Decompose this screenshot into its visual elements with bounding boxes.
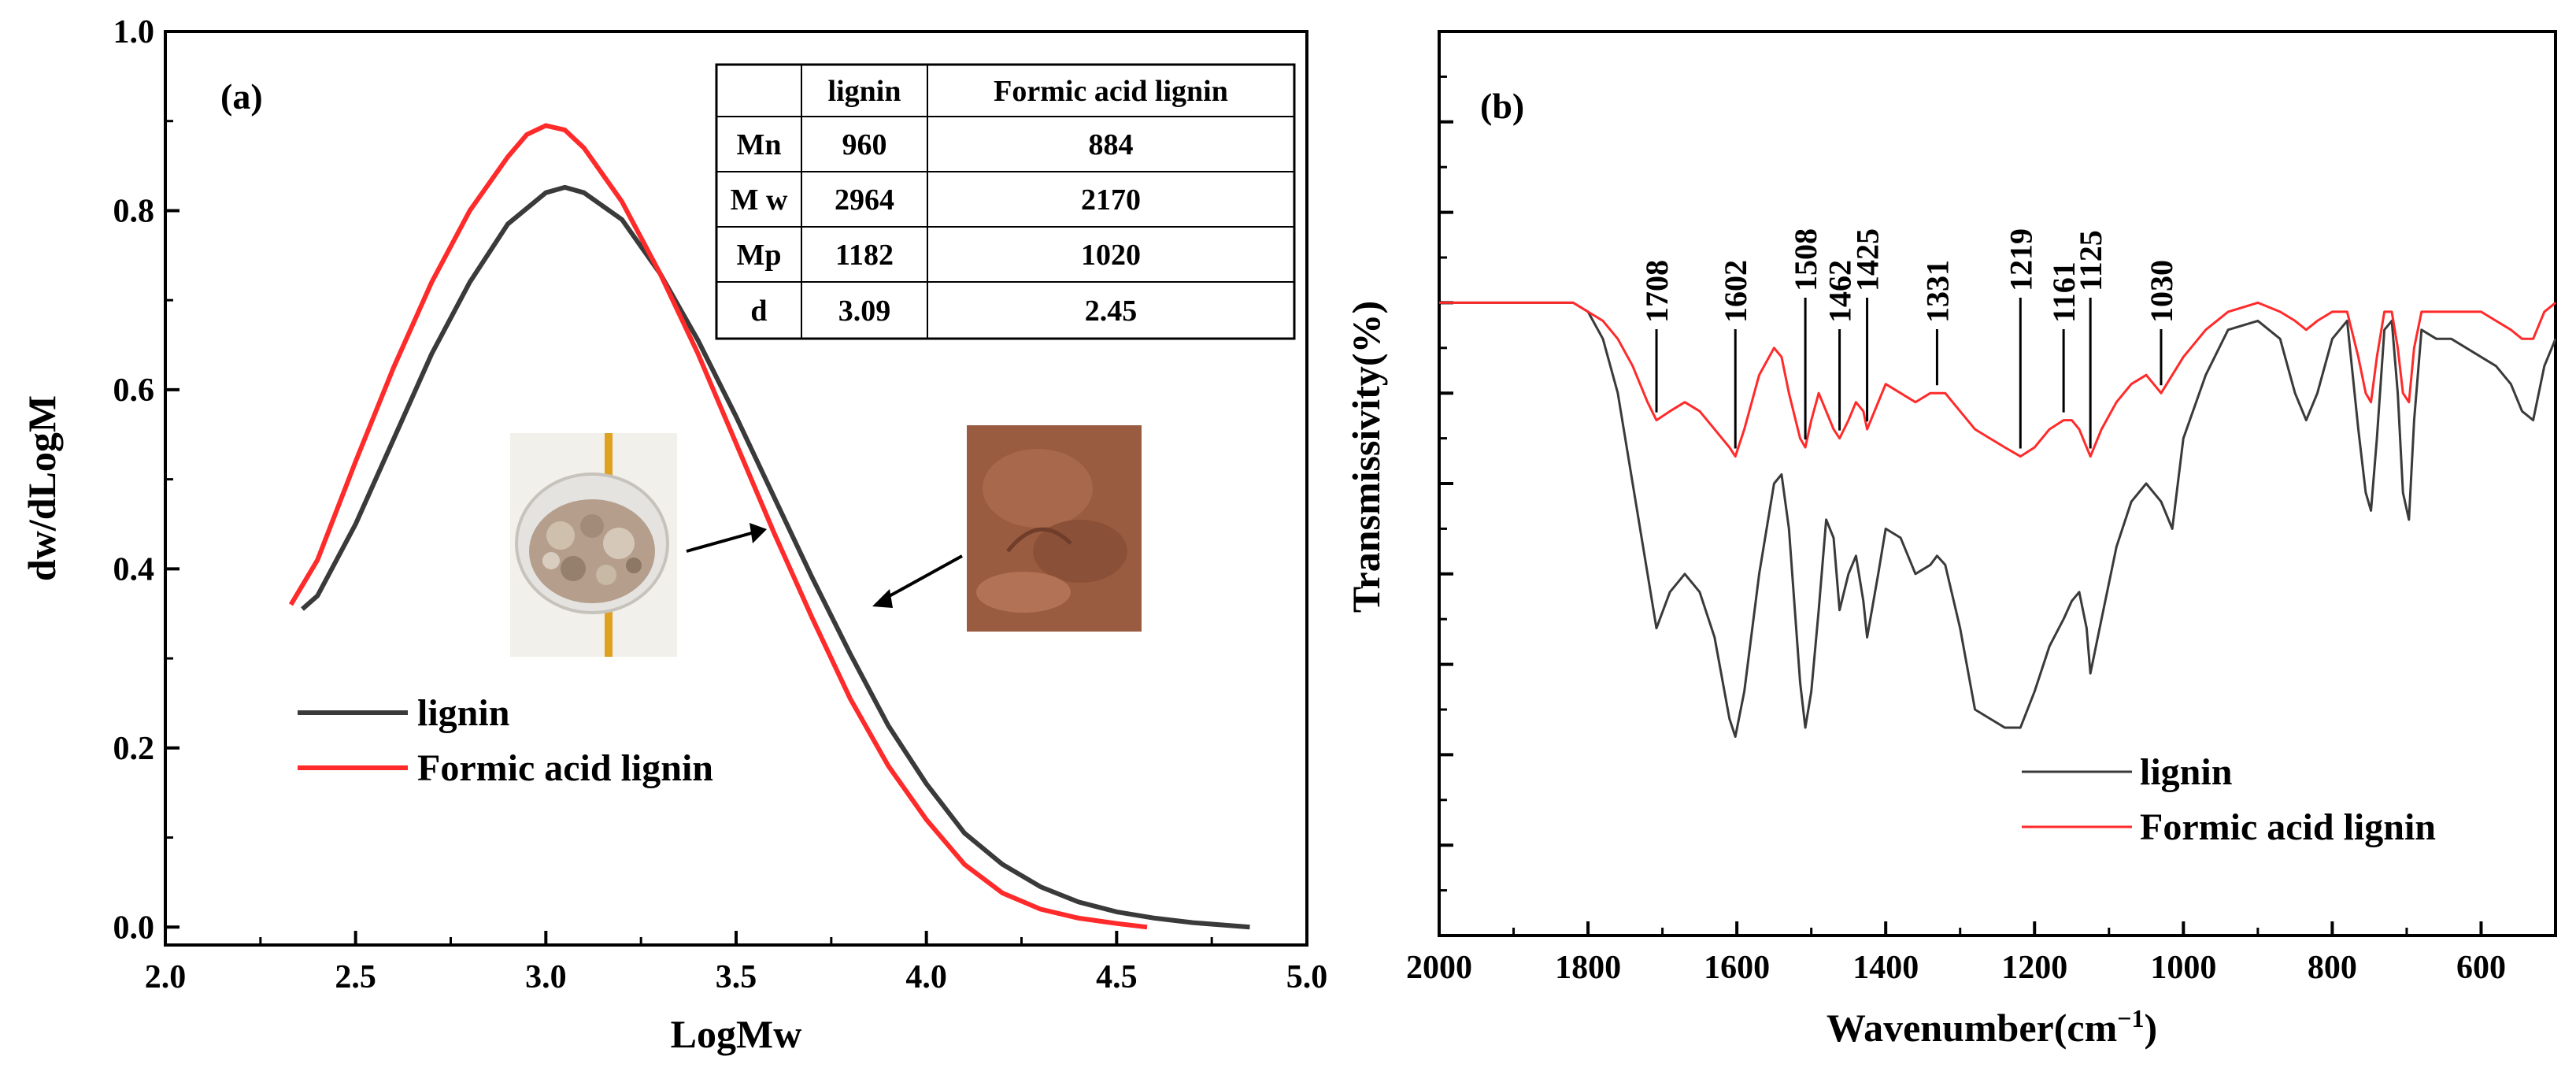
panel-b-legend-formic: Formic acid lignin	[2140, 806, 2436, 848]
table-frame	[715, 63, 1296, 340]
table-cell: 2.45	[1085, 295, 1138, 328]
raw-lignin-photo	[510, 433, 677, 657]
panel-a-chart: (a) 2.0 2.5 3.0 3.5 4.0 4.5 5.0 0.0 0.2 0.4 0.6 0.8…	[20, 14, 1327, 1056]
table-cell: d	[750, 295, 767, 328]
table-cell: 1020	[1081, 239, 1141, 272]
table-grid: lignin Formic acid lignin Mn 960 884 M w 2964 2…	[716, 65, 1294, 339]
panel-a-ytick-label: 0.0	[113, 910, 155, 946]
panel-a-xtick-label: 2.5	[335, 959, 376, 995]
panel-b-xtick-label: 1400	[1852, 950, 1919, 986]
panel-b-ylabel: Transmissivity(%)	[1344, 301, 1388, 613]
table-header-cell: Formic acid lignin	[994, 75, 1228, 108]
panel-a-xtick-label: 3.0	[525, 959, 567, 995]
panel-b-line-lignin	[1439, 301, 2557, 738]
panel-b-axes: 2000 1800 1600 1400 1200 1000 800 600	[1406, 75, 2506, 986]
panel-a-xtick-label: 5.0	[1286, 959, 1328, 995]
peak-label: 1508	[1788, 228, 1823, 291]
panel-b-series	[1439, 301, 2557, 738]
photo-arrows	[686, 523, 963, 608]
peak-label: 1708	[1639, 260, 1675, 323]
panel-b-plot-frame	[1438, 30, 2557, 937]
panel-a-ytick-label: 1.0	[113, 14, 155, 50]
panel-a-ytick-label: 0.8	[113, 193, 155, 229]
panel-a-line-formic	[288, 123, 1148, 930]
panel-a-legend-formic: Formic acid lignin	[417, 747, 713, 789]
table-cell: M w	[731, 183, 788, 217]
panel-a-ytick-label: 0.2	[113, 731, 155, 767]
table-cell: 960	[842, 128, 887, 161]
panel-a-legend-lignin: lignin	[417, 692, 509, 734]
panel-b-xtick-label: 1800	[1555, 950, 1621, 986]
table-cell: 3.09	[838, 295, 891, 328]
panel-b-xtick-label: 2000	[1406, 950, 1472, 986]
panel-a-ytick-label: 0.4	[113, 551, 155, 587]
table-cell: 2964	[835, 183, 894, 217]
panel-a-xtick-label: 2.0	[145, 959, 187, 995]
panel-b-xtick-label: 1000	[2150, 950, 2216, 986]
peak-label: 1219	[2003, 228, 2038, 291]
table-cell: Mp	[737, 239, 782, 272]
panel-a-axes: 2.0 2.5 3.0 3.5 4.0 4.5 5.0 0.0 0.2 0.4 0.6 0.8 1.0	[113, 14, 1328, 995]
peak-label: 1602	[1718, 260, 1753, 323]
panel-a-xlabel: LogMw	[671, 1012, 802, 1056]
panel-b-chart: (b) 2000 1800 1600 1400 1200 1000 800 600 1708 1…	[1344, 30, 2557, 1050]
table-cell: 884	[1089, 128, 1134, 161]
panel-b-xlabel: Wavenumber(cm−1)	[1827, 1004, 2157, 1050]
table-cell: 2170	[1081, 183, 1141, 217]
table-cell: Mn	[737, 128, 782, 161]
peak-label: 1125	[2073, 230, 2108, 291]
peak-label: 1462	[1823, 260, 1858, 323]
peak-label: 1331	[1919, 260, 1955, 323]
panel-b-legend-lignin: lignin	[2140, 751, 2232, 793]
panel-a-ylabel: dw/dLogM	[20, 395, 64, 581]
panel-b-legend: lignin Formic acid lignin	[2022, 751, 2436, 848]
peak-label: 1161	[2046, 261, 2082, 323]
panel-a-label: (a)	[220, 76, 263, 117]
panel-a-xtick-label: 4.5	[1096, 959, 1138, 995]
panel-b-xtick-label: 600	[2456, 950, 2506, 986]
panel-b-xtick-label: 1200	[2001, 950, 2067, 986]
table-header-cell: lignin	[828, 75, 901, 108]
molecular-weight-table: lignin Formic acid lignin Mn 960 884 M w 2964 2…	[715, 63, 1296, 340]
panel-a-xtick-label: 4.0	[905, 959, 947, 995]
peak-label: 1425	[1850, 228, 1886, 291]
peak-label: 1030	[2144, 260, 2179, 323]
panel-b-xtick-label: 1600	[1704, 950, 1770, 986]
panel-a-legend: lignin Formic acid lignin	[298, 692, 713, 789]
panel-b-xtick-label: 800	[2308, 950, 2357, 986]
panel-b-line-formic	[1439, 301, 2556, 458]
panel-a-ytick-label: 0.6	[113, 372, 155, 409]
panel-b-label: (b)	[1480, 86, 1524, 126]
panel-a-xtick-label: 3.5	[716, 959, 757, 995]
panel-a-line-lignin	[301, 184, 1250, 930]
table-cell: 1182	[835, 239, 894, 272]
panel-a-series	[288, 123, 1250, 930]
formic-acid-lignin-photo	[967, 425, 1142, 632]
